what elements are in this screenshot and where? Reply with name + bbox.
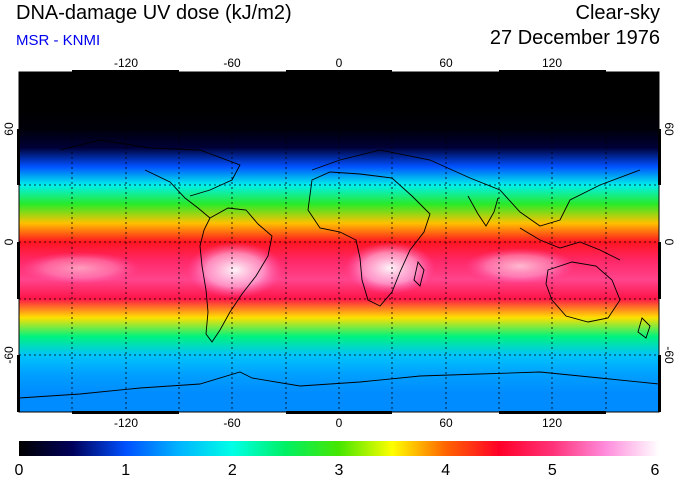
hotspot-south-america (187, 242, 283, 298)
colorbar-label-3: 3 (335, 462, 344, 479)
lat-tick-right-minus60: -60 (662, 346, 676, 364)
hotspot-southern-africa (345, 242, 435, 294)
frame-bar-right-2 (658, 242, 661, 299)
frame-bar-top-2 (286, 70, 392, 73)
frame-bar-top-1 (72, 70, 179, 73)
lon-tick-bottom-60: 60 (439, 416, 453, 430)
frame-bars (17, 70, 661, 414)
frame-bar-bottom-2 (286, 411, 392, 414)
colorbar-label-0: 0 (15, 462, 24, 479)
lat-tick-right-0: 0 (662, 239, 676, 246)
lat-tick-left-0: 0 (2, 238, 16, 245)
sky-condition-label: Clear-sky (575, 2, 660, 24)
colorbar-label-6: 6 (651, 462, 660, 479)
colorbar-label-5: 5 (548, 462, 557, 479)
lon-tick-top-0: 0 (336, 56, 343, 70)
coast-southeast-asia (519, 227, 621, 261)
lon-tick-bottom-minus120: -120 (114, 416, 138, 430)
frame-bar-right-3 (658, 355, 661, 412)
lat-tick-left-minus60: -60 (2, 346, 16, 364)
lon-tick-bottom-0: 0 (336, 416, 343, 430)
coast-india (467, 195, 499, 227)
colorbar-bar (19, 441, 659, 456)
coast-australia (545, 261, 621, 323)
coast-europe-asia (311, 149, 641, 227)
frame-bar-right-1 (658, 129, 661, 185)
uv-dose-map: -120 -60 0 60 120 -120 -60 0 60 120 60 0… (2, 56, 676, 430)
frame-bar-bottom-3 (499, 411, 606, 414)
date-label: 27 December 1976 (489, 27, 660, 49)
lon-tick-top-minus120: -120 (114, 56, 138, 70)
frame-bar-left-1 (17, 129, 20, 185)
coast-antarctica (19, 371, 659, 399)
hotspot-pacific (20, 252, 140, 284)
frame-bar-left-2 (17, 242, 20, 299)
lon-tick-top-minus60: -60 (223, 56, 241, 70)
hotspot-indian-ocean (465, 248, 575, 284)
colorbar-label-4: 4 (441, 462, 450, 479)
source-label: MSR - KNMI (16, 32, 101, 49)
coast-south-america (199, 207, 273, 343)
chart-title: DNA-damage UV dose (kJ/m2) (16, 2, 292, 24)
colorbar-label-2: 2 (228, 462, 237, 479)
lat-tick-left-60: 60 (2, 122, 16, 136)
frame-bar-bottom-1 (72, 411, 179, 414)
coast-north-america (59, 139, 241, 197)
frame-bar-top-3 (499, 70, 606, 73)
coast-new-zealand (637, 317, 651, 339)
colorbar-label-1: 1 (121, 462, 130, 479)
lon-tick-top-120: 120 (542, 56, 562, 70)
gridlines (19, 72, 659, 412)
lon-tick-bottom-minus60: -60 (223, 416, 241, 430)
coast-central-america (144, 169, 211, 219)
frame-bar-left-3 (17, 355, 20, 412)
coast-madagascar (413, 260, 425, 287)
lon-tick-bottom-120: 120 (542, 416, 562, 430)
lat-tick-right-60: 60 (662, 122, 676, 136)
lon-tick-top-60: 60 (439, 56, 453, 70)
